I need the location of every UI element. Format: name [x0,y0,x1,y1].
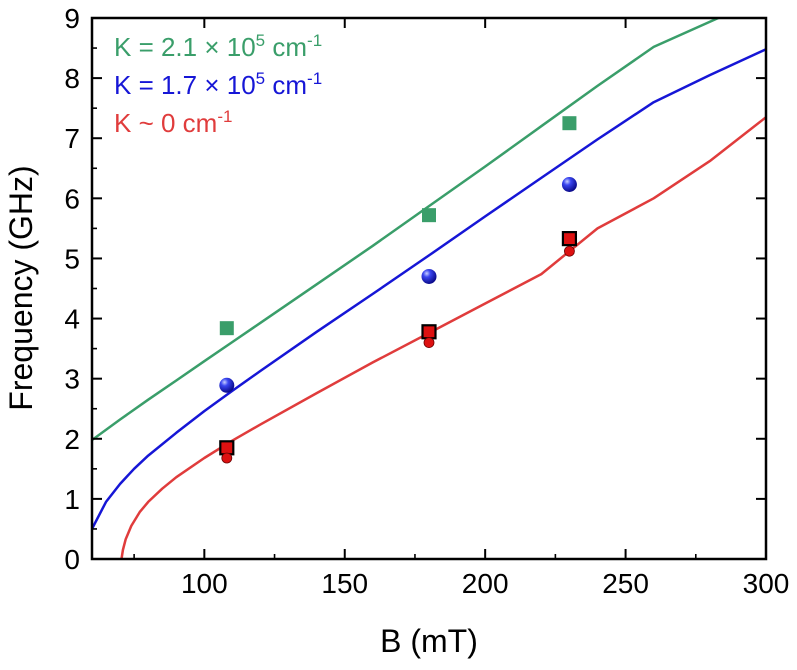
marker-dot-1 [221,452,233,464]
y-tick-label-0: 0 [64,544,80,575]
marker-square-outlined-3 [561,231,578,247]
tick-labels: 100 150 200 250 300 0 1 2 3 4 5 6 7 8 9 [64,3,789,599]
y-tick-label-3: 3 [64,364,80,395]
fit-line-2 [92,48,766,530]
x-tick-label-100: 100 [181,568,228,599]
y-tick-label-9: 9 [64,3,80,34]
y-axis-label: Frequency (GHz) [3,165,39,410]
y-tick-label-7: 7 [64,123,80,154]
marker-square-1 [219,321,234,336]
marker-square-2 [422,208,436,223]
fit-line-1 [92,18,719,442]
legend-entry-3: K ~ 0 cm-1 [114,107,232,138]
y-tick-label-4: 4 [64,304,80,335]
axis-ticks [92,17,767,560]
y-tick-label-8: 8 [64,63,80,94]
y-tick-label-5: 5 [64,243,80,274]
fit-lines [92,18,766,559]
data-markers [219,116,578,464]
marker-sphere-1 [219,377,235,393]
y-tick-label-1: 1 [64,484,80,515]
y-tick-label-2: 2 [64,424,80,455]
marker-square-outlined-1 [219,440,235,456]
x-tick-label-300: 300 [743,568,790,599]
x-tick-label-250: 250 [602,568,649,599]
marker-square-3 [562,116,577,131]
marker-dot-3 [564,245,575,257]
marker-sphere-2 [421,268,437,284]
x-tick-label-150: 150 [321,568,368,599]
marker-square-outlined-2 [421,324,437,340]
x-axis-label: B (mT) [380,623,478,659]
marker-dot-2 [423,337,435,349]
legend-entry-1: K = 2.1 × 105 cm-1 [114,31,322,62]
fit-line-3 [120,116,766,559]
legend-entry-2: K = 1.7 × 105 cm-1 [114,69,322,100]
x-tick-label-200: 200 [462,568,509,599]
marker-sphere-3 [561,177,577,193]
legend: K = 2.1 × 105 cm-1 K = 1.7 × 105 cm-1 K ~ … [114,31,322,138]
y-tick-label-6: 6 [64,183,80,214]
